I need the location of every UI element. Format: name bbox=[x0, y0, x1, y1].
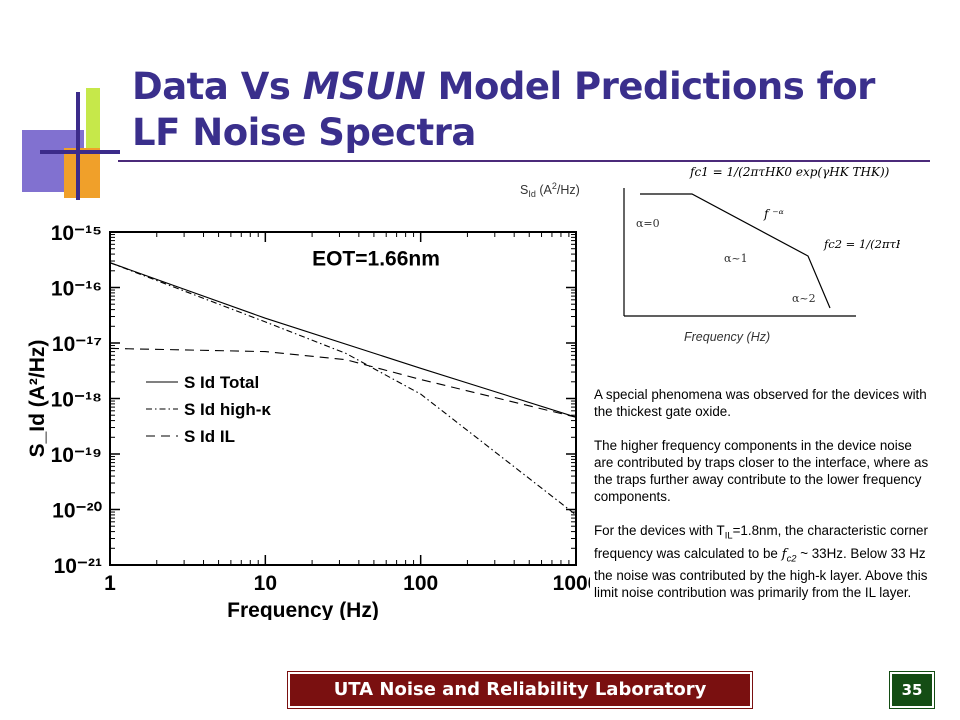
legend-label-1: S Id Total bbox=[184, 373, 259, 392]
inset-xlabel: Frequency (Hz) bbox=[684, 330, 770, 344]
legend-label-2: S Id high-κ bbox=[184, 400, 271, 419]
series-line-1 bbox=[109, 262, 577, 418]
note-paragraph-1: A special phenomena was observed for the… bbox=[594, 387, 927, 419]
explanation-text: A special phenomena was observed for the… bbox=[594, 386, 934, 618]
plot-frame bbox=[109, 231, 577, 566]
decor-horizontal-bar bbox=[40, 150, 120, 154]
y-tick-label: 10⁻¹⁸ bbox=[51, 389, 102, 412]
slide-number: 35 bbox=[889, 671, 935, 709]
y-tick-label: 10⁻¹⁵ bbox=[51, 222, 102, 245]
eot-annotation: EOT=1.66nm bbox=[312, 247, 440, 270]
series-line-3 bbox=[109, 347, 577, 418]
inset-alpha0: α=0 bbox=[636, 217, 660, 230]
inset-ylabel: SId (A2/Hz) bbox=[520, 181, 580, 199]
note-paragraph-3: For the devices with TIL=1.8nm, the char… bbox=[594, 523, 928, 601]
legend-label-3: S Id IL bbox=[184, 427, 235, 446]
inset-alpha2: α~2 bbox=[792, 292, 816, 305]
corner-frequency-inset: SId (A2/Hz) Frequency (Hz) α=0 α~1 α~2 f… bbox=[520, 165, 900, 344]
note-paragraph-2: The higher frequency components in the d… bbox=[594, 438, 929, 504]
decor-vertical-bar bbox=[76, 92, 80, 200]
y-axis-label: S_Id (A²/Hz) bbox=[26, 340, 49, 458]
y-tick-label: 10⁻¹⁹ bbox=[51, 444, 102, 467]
inset-fc2-formula: fc2 = 1/(2πτHK0) bbox=[823, 237, 900, 251]
inset-f-alpha: f ⁻ᵅ bbox=[763, 207, 784, 221]
x-tick-label: 1000 bbox=[553, 572, 590, 595]
x-tick-label: 1 bbox=[104, 572, 116, 595]
noise-spectrum-chart: 1 10 100 1000 10⁻¹⁵ 10⁻¹⁶ 10⁻¹⁷ 10⁻¹⁸ 10⁻¹⁹ 10⁻²⁰… bbox=[26, 222, 590, 620]
inset-spectrum-curve bbox=[640, 193, 831, 309]
y-tick-label: 10⁻¹⁶ bbox=[51, 278, 102, 301]
y-tick-label: 10⁻¹⁷ bbox=[52, 333, 102, 356]
y-tick-label: 10⁻²⁰ bbox=[52, 500, 102, 523]
footer-lab-banner: UTA Noise and Reliability Laboratory bbox=[287, 671, 753, 709]
series-line-2 bbox=[109, 262, 577, 516]
x-axis-label: Frequency (Hz) bbox=[227, 599, 379, 620]
decor-lime-block bbox=[86, 88, 100, 160]
y-tick-label: 10⁻²¹ bbox=[54, 555, 102, 578]
x-tick-label: 100 bbox=[403, 572, 438, 595]
title-divider bbox=[118, 160, 930, 162]
inset-alpha1: α~1 bbox=[724, 252, 748, 265]
decor-orange-square bbox=[64, 148, 100, 198]
x-tick-label: 10 bbox=[254, 572, 277, 595]
page-title: Data Vs MSUN Model Predictions for LF No… bbox=[132, 65, 875, 154]
inset-fc1-formula: fc1 = 1/(2πτHK0 exp(γHK THK)) bbox=[689, 165, 890, 179]
